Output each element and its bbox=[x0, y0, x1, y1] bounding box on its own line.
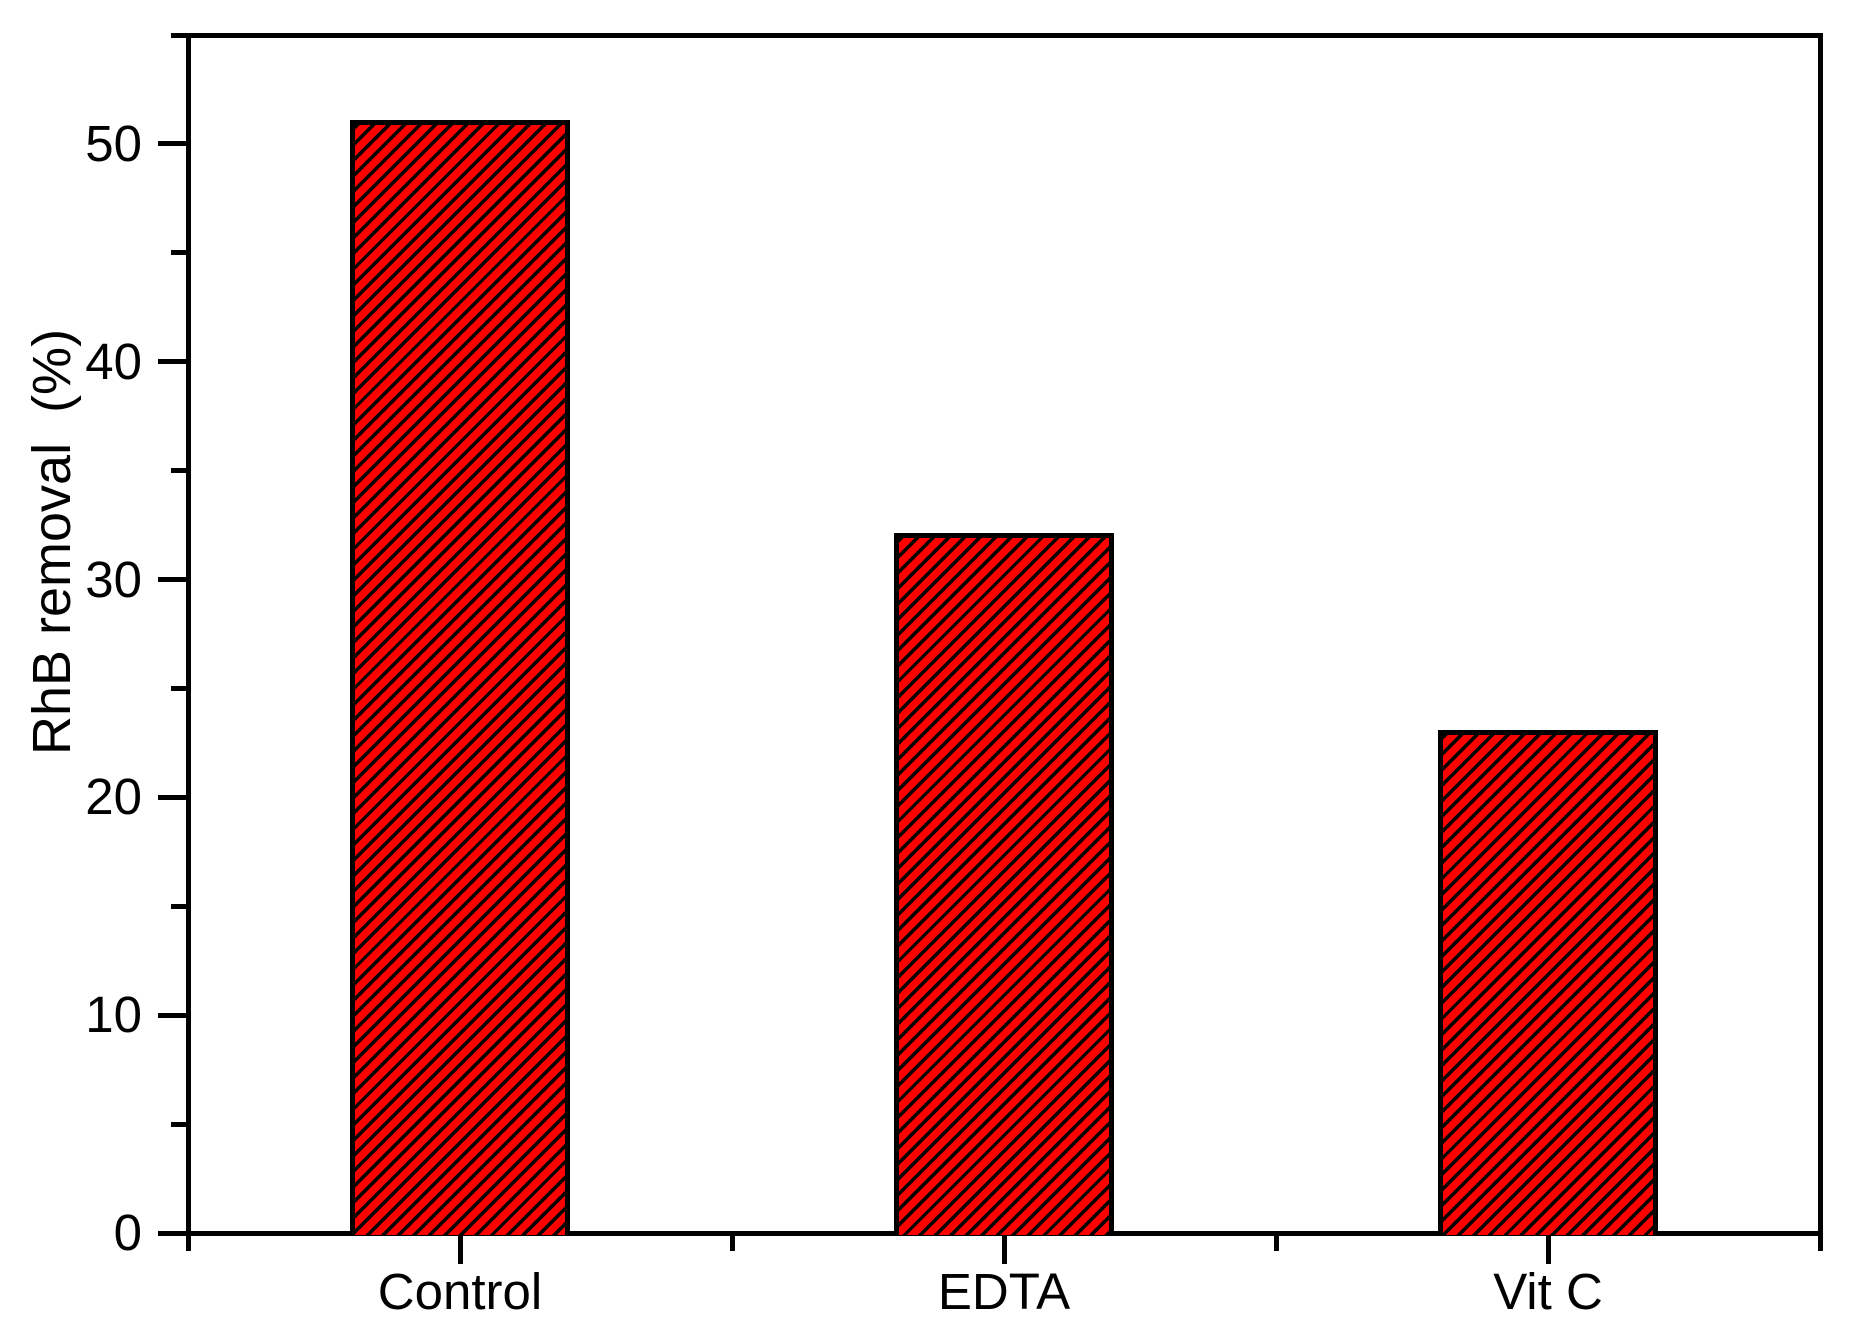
bar-control bbox=[350, 119, 570, 1236]
x-tick-label-vit-c: Vit C bbox=[1493, 1263, 1603, 1320]
y-major-tick bbox=[157, 794, 186, 800]
x-minor-tick bbox=[1273, 1235, 1279, 1251]
y-major-tick bbox=[157, 1012, 186, 1018]
y-tick-label: 10 bbox=[85, 986, 142, 1044]
y-major-tick bbox=[157, 1230, 186, 1236]
x-tick-label-edta: EDTA bbox=[937, 1263, 1071, 1320]
x-tick-label-control: Control bbox=[377, 1263, 543, 1320]
y-minor-tick bbox=[170, 250, 186, 256]
x-major-tick bbox=[1001, 1235, 1007, 1264]
x-minor-tick bbox=[185, 1235, 191, 1251]
y-minor-tick bbox=[170, 468, 186, 474]
x-minor-tick bbox=[729, 1235, 735, 1251]
x-minor-tick bbox=[1817, 1235, 1823, 1251]
y-major-tick bbox=[157, 359, 186, 365]
y-major-tick bbox=[157, 577, 186, 583]
y-major-tick bbox=[157, 141, 186, 147]
bar-edta bbox=[894, 533, 1114, 1236]
x-major-tick bbox=[457, 1235, 463, 1264]
y-minor-tick bbox=[170, 1121, 186, 1127]
y-tick-label: 40 bbox=[85, 332, 142, 390]
y-minor-tick bbox=[170, 685, 186, 691]
y-minor-tick bbox=[170, 32, 186, 38]
bar-vit-c bbox=[1438, 729, 1658, 1236]
y-tick-label: 20 bbox=[85, 768, 142, 826]
y-minor-tick bbox=[170, 903, 186, 909]
y-tick-label: 30 bbox=[85, 550, 142, 608]
y-axis-title: RhB removal (%) bbox=[22, 328, 82, 756]
y-tick-label: 0 bbox=[113, 1204, 142, 1261]
x-major-tick bbox=[1545, 1235, 1551, 1264]
y-tick-label: 50 bbox=[85, 114, 142, 172]
